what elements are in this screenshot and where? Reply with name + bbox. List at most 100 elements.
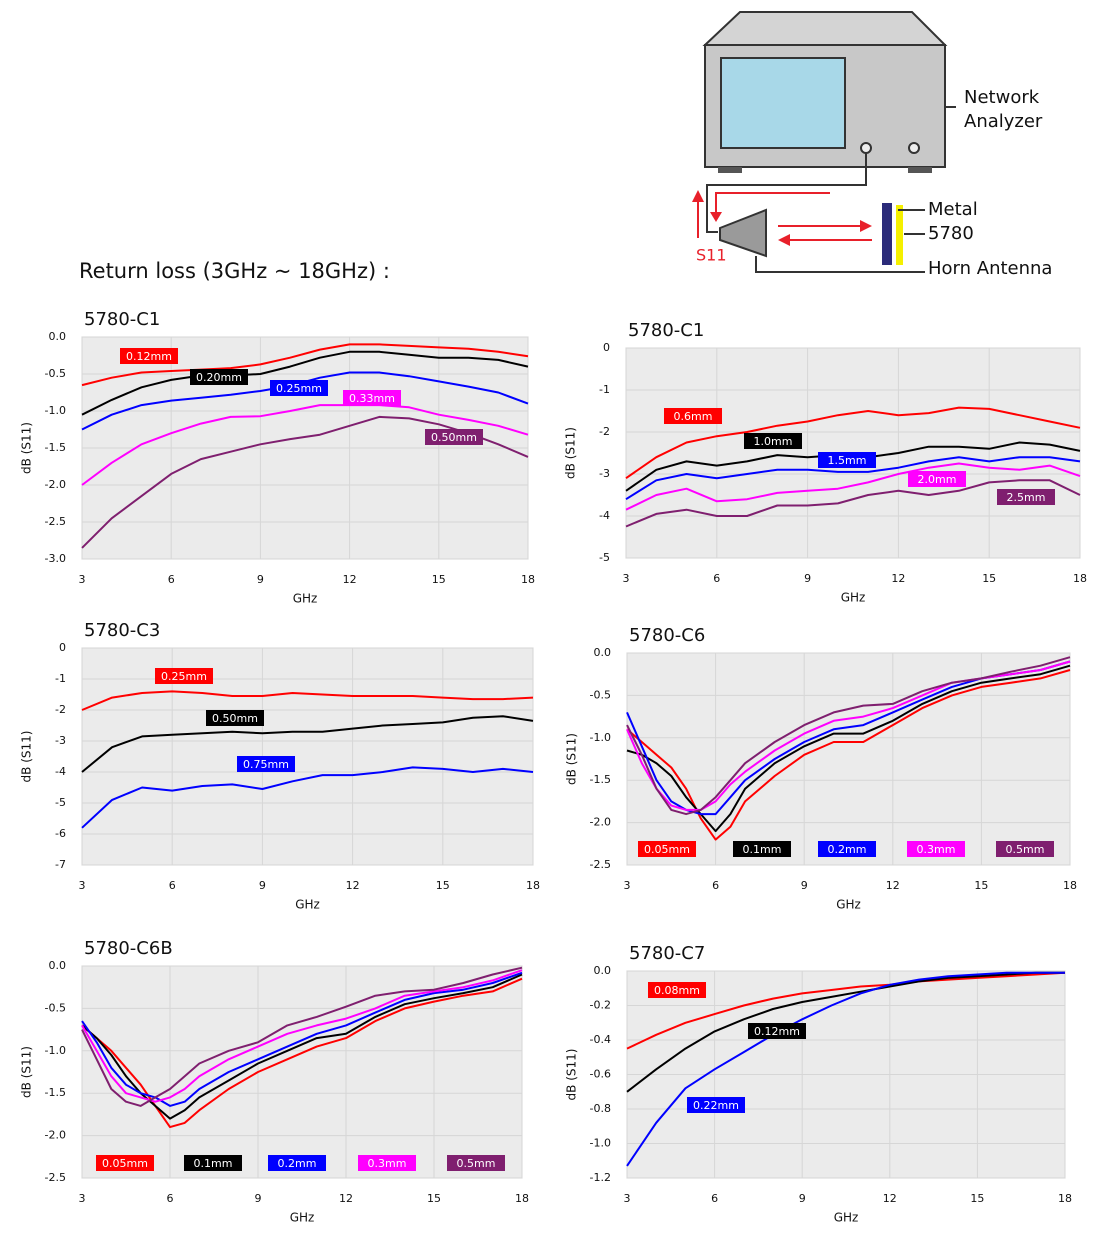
- x-tick-label: 12: [346, 879, 360, 892]
- y-tick-label: -4: [55, 765, 66, 778]
- legend-swatch: [907, 841, 965, 857]
- series-line: [81, 969, 523, 1103]
- y-tick-label: -6: [55, 827, 66, 840]
- y-tick-label: -0.5: [45, 367, 66, 380]
- horn: [719, 208, 767, 258]
- legend-swatch: [270, 380, 328, 396]
- x-tick-label: 12: [883, 1192, 897, 1205]
- series-line: [626, 971, 1065, 1093]
- series-line: [81, 343, 529, 387]
- y-tick-label: -1.0: [590, 731, 611, 744]
- y-tick-label: -1.0: [590, 1137, 611, 1150]
- series-line: [625, 406, 1081, 480]
- y-tick-label: -2.5: [45, 515, 66, 528]
- x-axis-label: GHz: [293, 592, 318, 606]
- x-tick-label: 15: [427, 1192, 441, 1205]
- chart: 5780-C7 0.0 -0.2 -0.4 -0.6 -0.8 -1.0 -1.2 3 6 9 12 1…: [565, 943, 1073, 1225]
- y-tick-label: 0.0: [594, 964, 612, 977]
- series-line: [626, 656, 1071, 816]
- antenna-label: Horn Antenna: [928, 258, 1052, 279]
- x-tick-label: 15: [982, 572, 996, 585]
- foot: [908, 167, 932, 173]
- analyzer-screen: [720, 57, 846, 149]
- sample-layer: [896, 205, 903, 265]
- legend-swatch: [120, 348, 178, 364]
- chart-title: 5780-C3: [84, 620, 160, 641]
- legend-swatch: [687, 1097, 745, 1113]
- x-tick-label: 15: [436, 879, 450, 892]
- y-tick-label: -0.4: [590, 1033, 611, 1046]
- x-tick-label: 6: [169, 879, 176, 892]
- y-tick-label: -2.5: [590, 858, 611, 871]
- y-axis-label: dB (S11): [565, 733, 579, 785]
- y-tick-label: -5: [599, 551, 610, 564]
- series-line: [625, 462, 1081, 511]
- port: [860, 142, 872, 154]
- signal-label: S11: [696, 246, 727, 265]
- x-axis-label: GHz: [290, 1211, 315, 1225]
- arrowhead: [860, 220, 872, 232]
- legend-swatch: [996, 841, 1054, 857]
- metal-plate: [882, 203, 892, 265]
- x-tick-label: 3: [79, 573, 86, 586]
- y-tick-label: -2.5: [45, 1171, 66, 1184]
- legend-swatch: [748, 1023, 806, 1039]
- legend-swatch: [744, 433, 802, 449]
- legend-swatch: [908, 471, 966, 487]
- x-tick-label: 6: [713, 572, 720, 585]
- legend-swatch: [155, 668, 213, 684]
- legend-label: 0.12mm: [126, 350, 172, 363]
- y-tick-label: 0.0: [49, 330, 67, 343]
- diagram: Network Analyzer Metal 5780 Horn Antenna…: [692, 11, 1052, 279]
- series-line: [81, 973, 523, 1120]
- series-line: [625, 479, 1081, 528]
- x-tick-label: 15: [970, 1192, 984, 1205]
- legend-swatch: [184, 1155, 242, 1171]
- legend-swatch: [358, 1155, 416, 1171]
- y-tick-label: -2.0: [45, 478, 66, 491]
- x-tick-label: 18: [1058, 1192, 1072, 1205]
- legend-label: 0.5mm: [1006, 843, 1045, 856]
- y-tick-label: -0.6: [590, 1068, 611, 1081]
- series-line: [81, 690, 534, 711]
- legend-label: 0.50mm: [431, 431, 477, 444]
- y-tick-label: 0.0: [594, 646, 612, 659]
- x-tick-label: 6: [711, 1192, 718, 1205]
- legend-swatch: [447, 1155, 505, 1171]
- legend-label: 0.1mm: [194, 1157, 233, 1170]
- x-tick-label: 3: [79, 879, 86, 892]
- x-tick-label: 18: [526, 879, 540, 892]
- analyzer-top: [702, 11, 948, 46]
- x-tick-label: 12: [343, 573, 357, 586]
- y-tick-label: -2: [599, 425, 610, 438]
- legend-label: 1.5mm: [828, 454, 867, 467]
- legend-label: 0.25mm: [276, 382, 322, 395]
- legend-label: 2.0mm: [918, 473, 957, 486]
- y-tick-label: -1.5: [590, 773, 611, 786]
- chart-title: 5780-C7: [629, 943, 705, 964]
- legend-label: 0.05mm: [644, 843, 690, 856]
- legend-swatch: [190, 369, 248, 385]
- y-tick-label: -3.0: [45, 552, 66, 565]
- series-line: [81, 715, 534, 773]
- legend-label: 0.08mm: [654, 984, 700, 997]
- sample-label: 5780: [928, 223, 974, 244]
- y-tick-label: 0.0: [49, 959, 67, 972]
- x-tick-label: 18: [521, 573, 535, 586]
- legend-label: 0.20mm: [196, 371, 242, 384]
- y-tick-label: -3: [55, 734, 66, 747]
- chart-title: 5780-C6B: [84, 938, 173, 959]
- x-tick-label: 15: [432, 573, 446, 586]
- arrowhead: [710, 212, 722, 222]
- chart-title: 5780-C6: [629, 625, 705, 646]
- y-axis-label: dB (S11): [20, 422, 34, 474]
- y-tick-label: 0: [603, 341, 610, 354]
- chart: 5780-C6B 0.0 -0.5 -1.0 -1.5 -2.0 -2.5 3 6 9 12 15 18…: [20, 938, 530, 1225]
- x-tick-label: 9: [801, 879, 808, 892]
- arrowhead: [778, 234, 790, 246]
- legend-label: 0.1mm: [743, 843, 782, 856]
- x-axis-label: GHz: [841, 591, 866, 605]
- plot-area: [626, 652, 1071, 866]
- x-tick-label: 9: [255, 1192, 262, 1205]
